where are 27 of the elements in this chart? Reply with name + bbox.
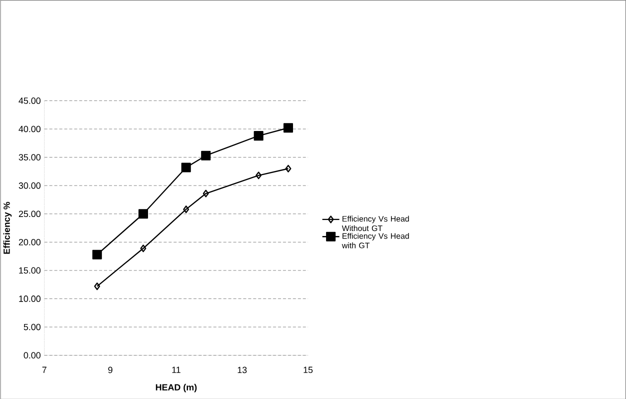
y-tick-label: 30.00 [18,182,41,189]
point [202,190,209,198]
y-tick-label: 25.00 [18,210,41,217]
y-tick-label: 45.00 [18,97,41,104]
x-axis-title: HEAD (m) [156,384,197,392]
x-tick-label: 7 [42,366,46,373]
point [138,208,148,218]
point [181,162,191,172]
y-tick-label: 35.00 [18,154,41,160]
point [183,205,190,213]
x-tick-label: 9 [108,366,112,373]
point [92,250,102,260]
x-tick-label: 13 [238,366,247,373]
point [140,244,146,252]
point [256,171,262,179]
y-tick-label: 20.00 [18,238,41,246]
y-tick-label: 10.00 [19,295,41,302]
y-tick-label: 0.00 [24,352,41,358]
point [283,122,294,132]
point [201,150,211,160]
x-tick-label: 15 [304,366,313,373]
y-tick-label: 40.00 [18,126,41,132]
y-tick-label: 5.00 [24,324,41,330]
x-tick-label: 11 [172,366,180,373]
point [254,130,264,140]
y-tick-label: 15.00 [19,267,41,274]
y-axis-title: Efficiency % [3,202,12,254]
